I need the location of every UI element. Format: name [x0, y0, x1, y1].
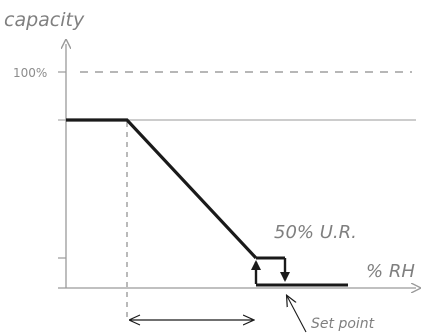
y-axis-label: capacity [4, 9, 85, 31]
annotation-label: 50% U.R. [274, 222, 357, 243]
capacity-curve [66, 118, 258, 260]
setpoint-label: Set point [311, 316, 375, 332]
x-axis-label: % RH [366, 261, 415, 282]
max-capacity-label: 100% [13, 66, 47, 80]
pointer-arrow-icon [287, 296, 307, 333]
